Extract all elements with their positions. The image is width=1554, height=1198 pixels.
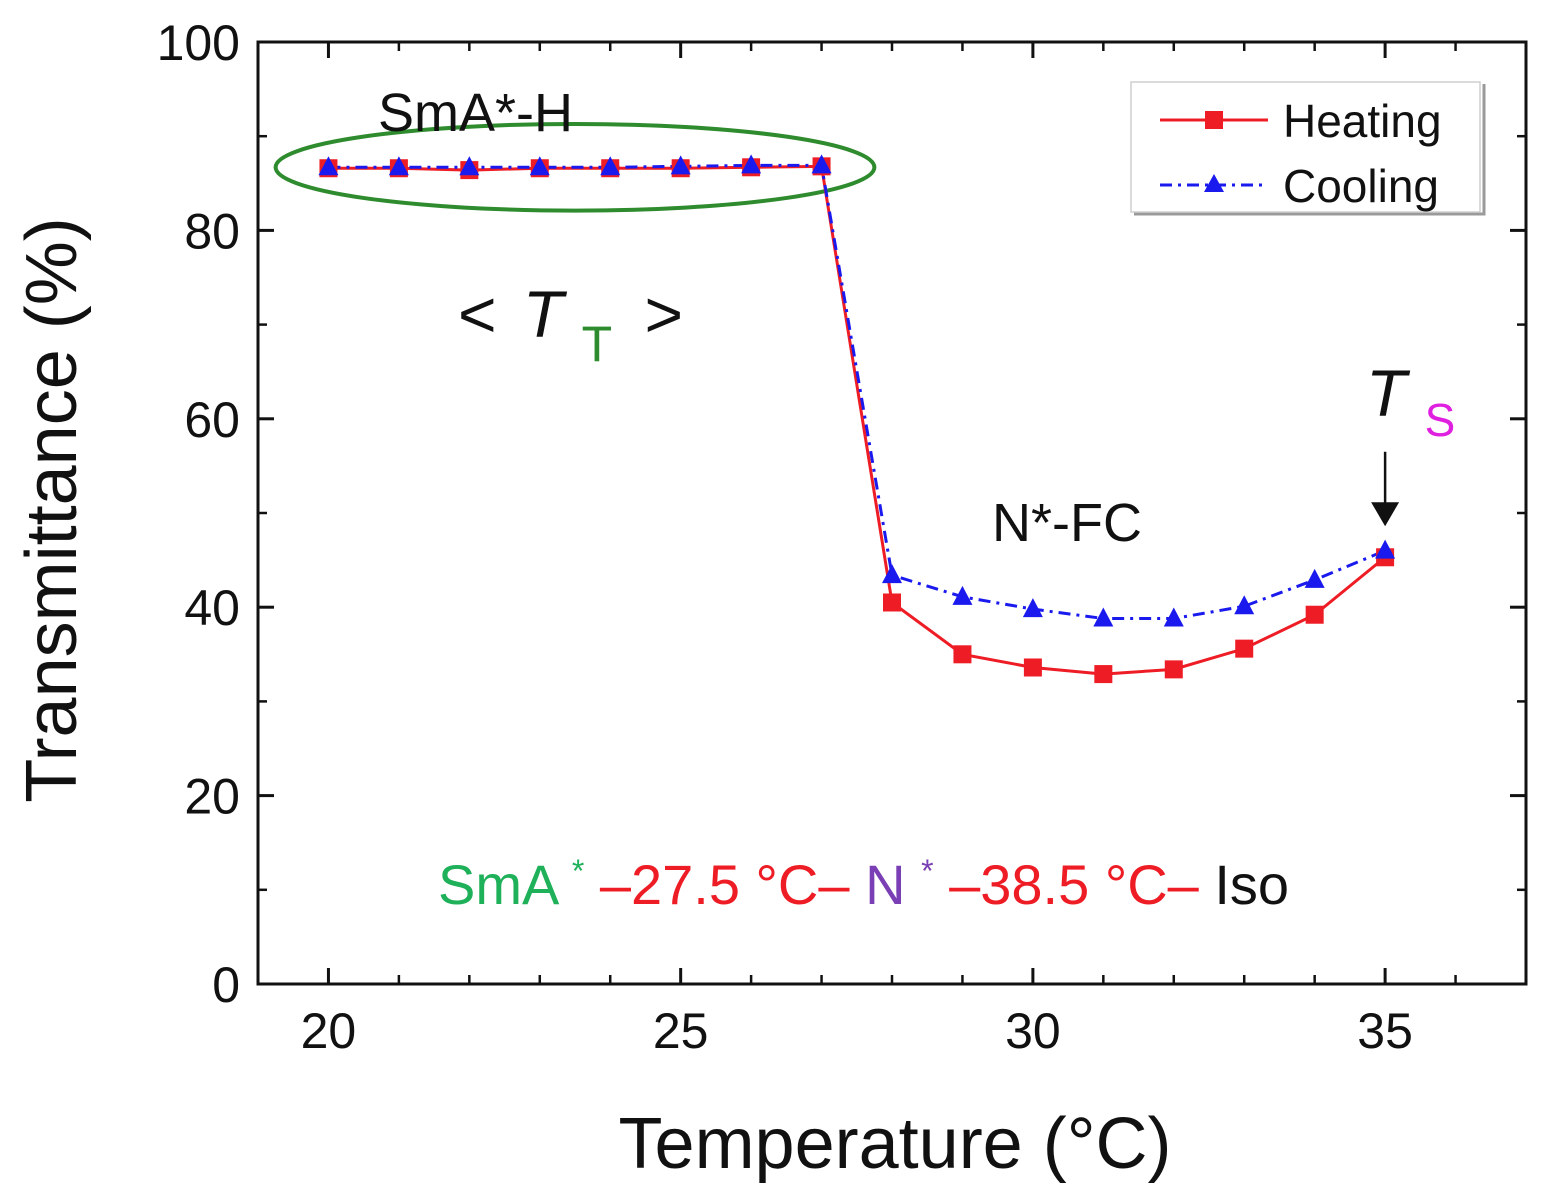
phase-iso: Iso	[1214, 853, 1289, 916]
tt-symbol: T	[523, 277, 568, 351]
point-heating	[953, 645, 972, 664]
smah-label: SmA*-H	[378, 83, 573, 143]
y-tick-label: 0	[212, 957, 240, 1013]
smah-ellipse	[273, 121, 877, 213]
ticks-layer: 20 25 30 35 0 20 40 60 80 100	[157, 15, 1528, 1059]
x-tick-label: 25	[653, 1003, 709, 1059]
phase-sequence: SmA * –27.5 °C– N * –38.5 °C– Iso	[438, 831, 1289, 916]
point-heating	[1305, 605, 1324, 624]
x-tick-label: 35	[1357, 1003, 1413, 1059]
y-tick-label: 60	[184, 392, 240, 448]
ts-subscript: S	[1425, 394, 1456, 446]
y-tick-label: 100	[157, 15, 240, 71]
tt-close: >	[644, 277, 683, 351]
plot-layer	[273, 121, 1400, 684]
point-cooling	[1234, 595, 1255, 615]
point-cooling	[670, 155, 691, 175]
point-cooling	[459, 156, 480, 176]
point-cooling	[952, 585, 973, 605]
point-cooling	[1375, 539, 1396, 559]
x-tick-label: 20	[301, 1003, 357, 1059]
legend: Heating Cooling	[1130, 81, 1486, 216]
ts-arrow-head	[1371, 502, 1400, 527]
phase-sma-sup: *	[572, 853, 584, 889]
y-tick-label: 40	[184, 580, 240, 636]
point-heating	[1023, 658, 1042, 677]
point-cooling	[388, 156, 409, 176]
phase-sma: SmA	[438, 853, 560, 916]
tt-open: <	[458, 277, 497, 351]
point-cooling	[811, 154, 832, 174]
point-heating	[1164, 660, 1183, 679]
nfc-label: N*-FC	[992, 493, 1142, 553]
legend-cooling-label: Cooling	[1283, 160, 1439, 212]
x-tick-label: 30	[1005, 1003, 1061, 1059]
y-tick-label: 80	[184, 203, 240, 259]
phase-n-sup: *	[921, 853, 933, 889]
legend-cooling-marker	[1204, 174, 1224, 192]
legend-heating-marker	[1205, 111, 1223, 129]
point-cooling	[741, 154, 762, 174]
point-cooling	[1093, 607, 1114, 627]
x-axis-label: Temperature (°C)	[619, 1104, 1172, 1184]
point-cooling	[600, 156, 621, 176]
point-cooling	[882, 564, 902, 584]
point-heating	[1094, 665, 1113, 684]
phase-temp-2: –38.5 °C–	[949, 853, 1200, 916]
y-tick-label: 20	[184, 769, 240, 825]
tt-label: < T T >	[458, 277, 683, 375]
series-heating-line	[328, 164, 1387, 676]
ts-symbol: T	[1366, 356, 1411, 430]
ts-label: T S	[1366, 356, 1455, 446]
y-axis-label: Transmittance (%)	[12, 217, 92, 802]
phase-n: N	[865, 853, 905, 916]
legend-heating-label: Heating	[1283, 95, 1442, 147]
legend-box	[1130, 81, 1481, 213]
point-cooling	[529, 156, 550, 176]
point-cooling	[318, 156, 339, 176]
legend-shadow	[1134, 84, 1486, 216]
tt-subscript: T	[582, 316, 613, 372]
point-cooling	[1022, 598, 1043, 618]
point-cooling	[1163, 607, 1184, 627]
phase-temp-1: –27.5 °C–	[600, 853, 851, 916]
point-heating	[883, 593, 901, 612]
point-cooling	[1304, 568, 1325, 588]
point-heating	[1235, 639, 1254, 658]
